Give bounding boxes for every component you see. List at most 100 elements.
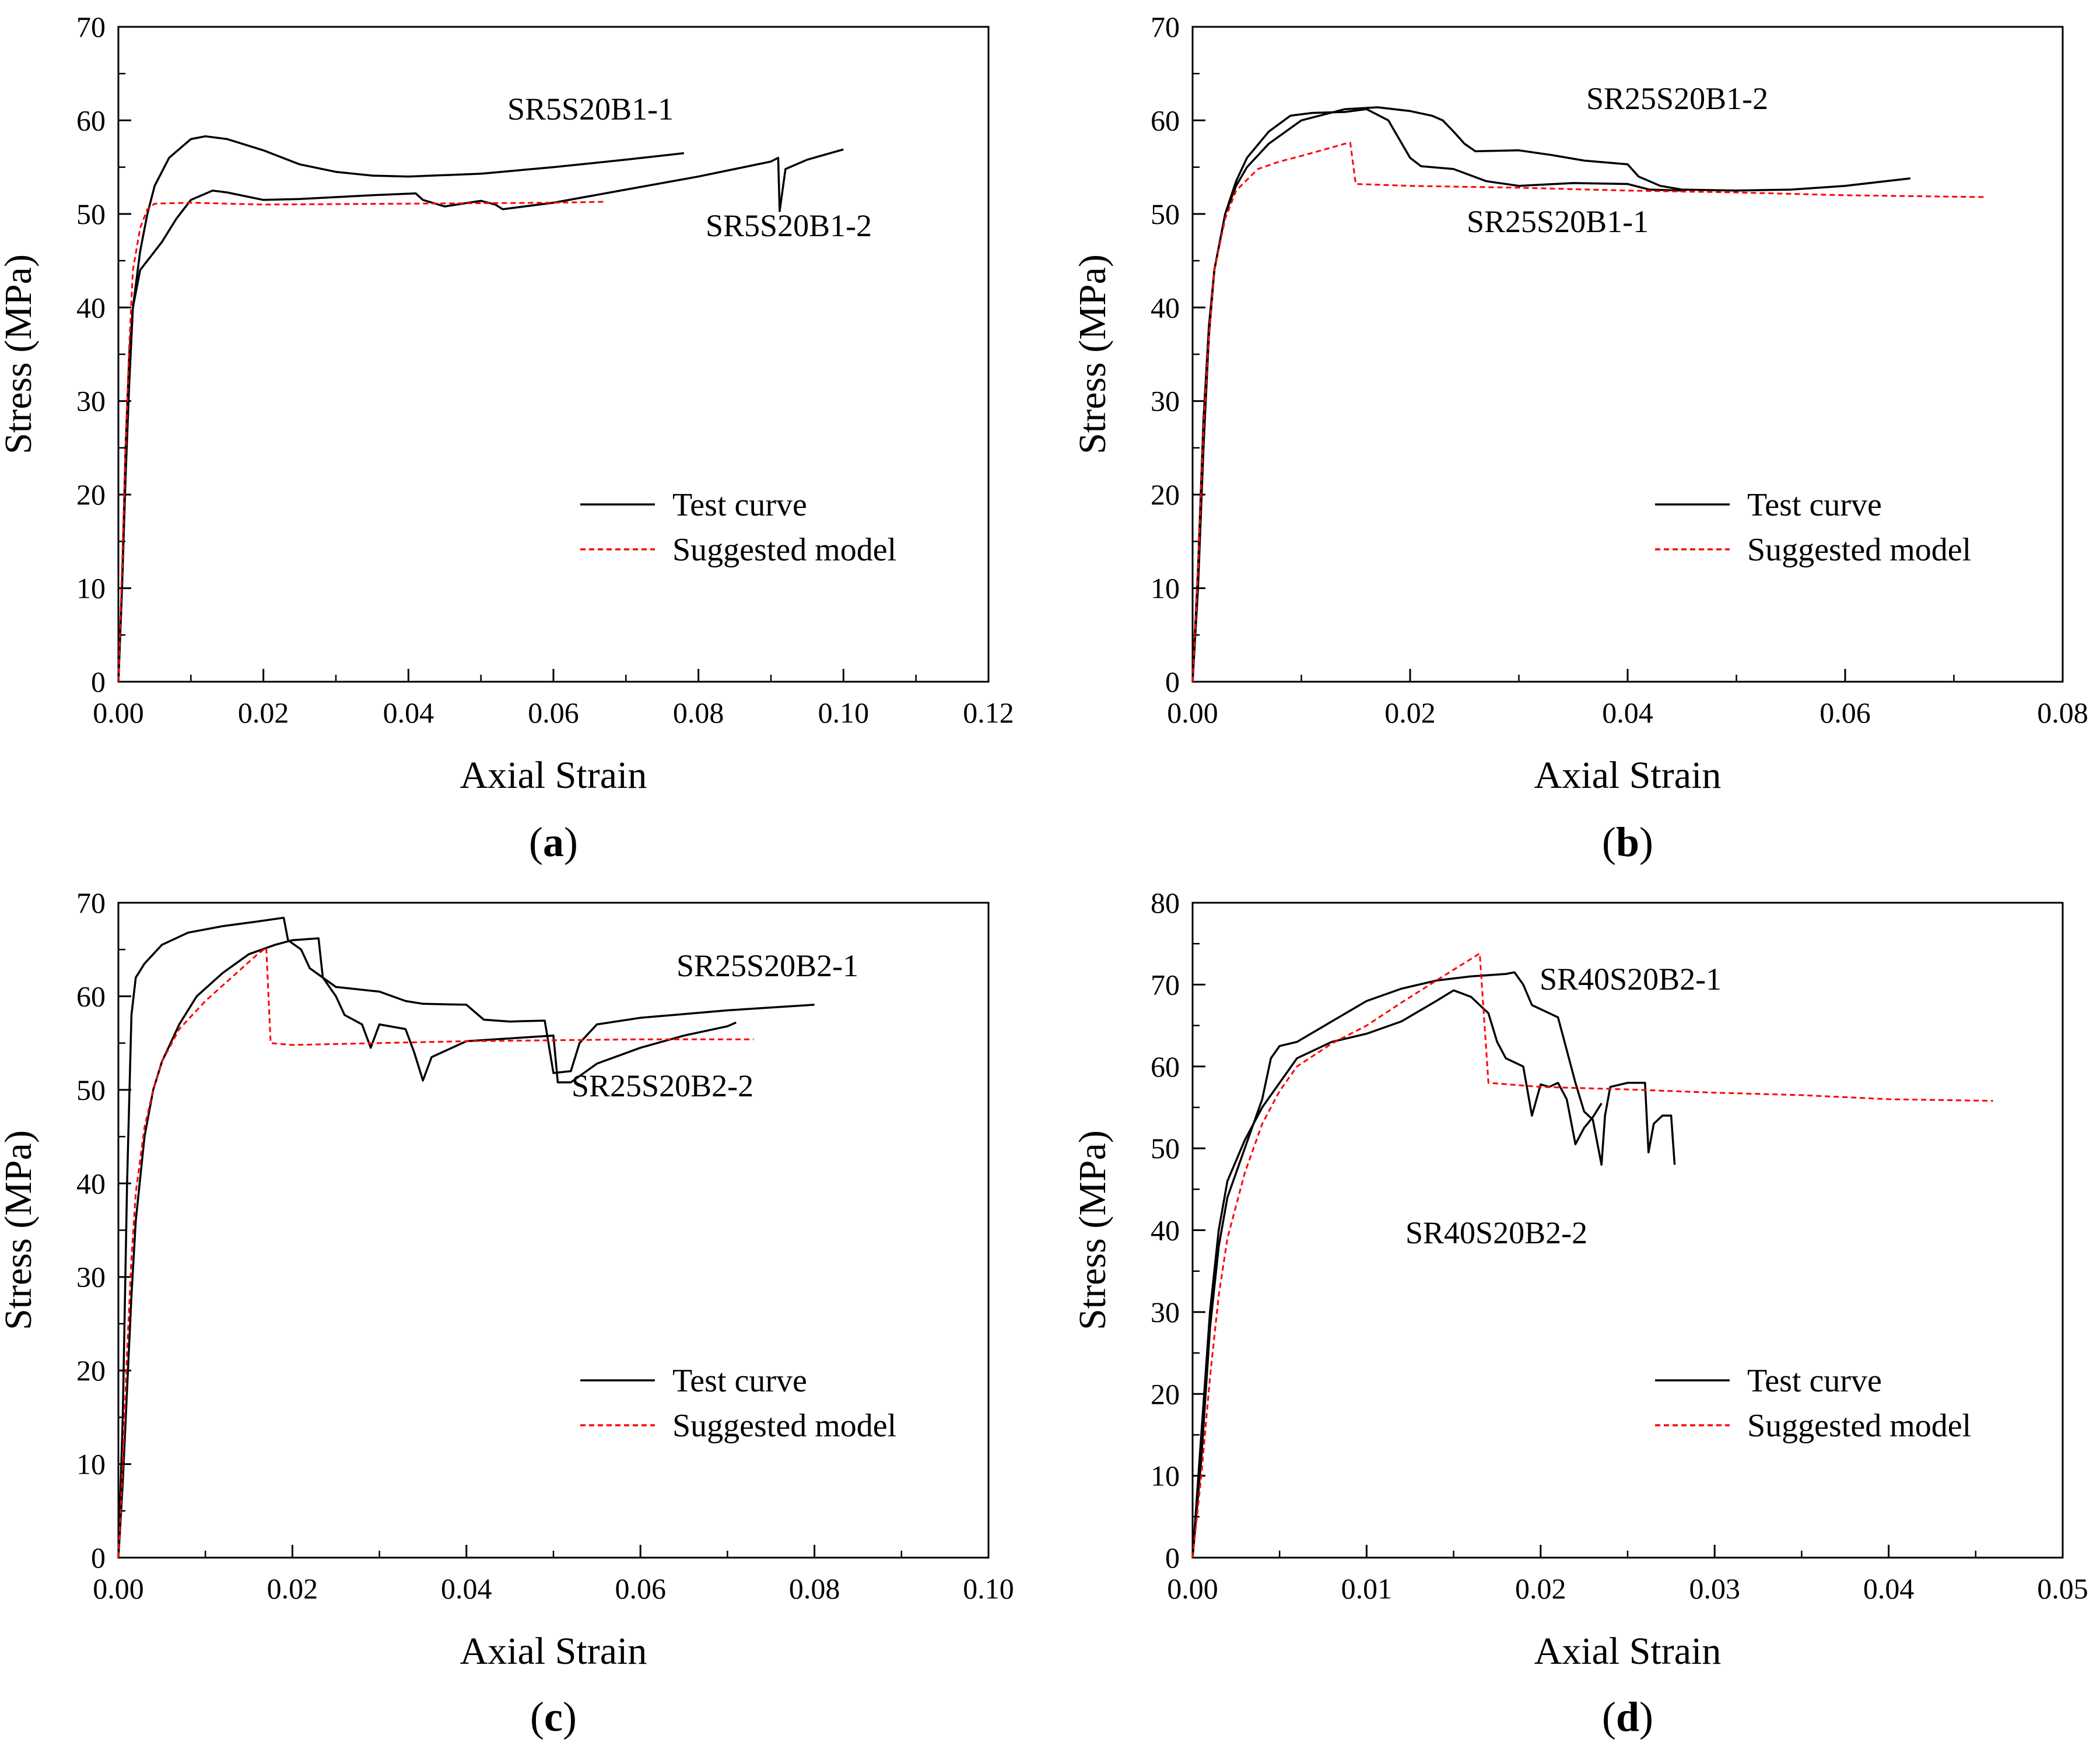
curve-annotation: SR5S20B1-2 [706,208,872,243]
y-tick-label: 20 [1151,1377,1180,1410]
x-tick-label: 0.00 [1167,696,1218,729]
y-tick-label: 40 [1151,1214,1180,1247]
y-tick-label: 30 [76,1261,106,1293]
series-line-sr40s20b2-1 [1191,971,1676,1558]
y-axis-title: Stress (MPa) [0,1130,40,1330]
x-tick-label: 0.04 [441,1572,492,1605]
x-tick-label: 0.08 [2037,696,2088,729]
x-tick-label: 0.00 [1167,1572,1218,1605]
legend-label: Test curve [672,1363,807,1399]
x-tick-label: 0.08 [789,1572,840,1605]
y-tick-label: 10 [76,1448,106,1481]
x-tick-label: 0.02 [1515,1572,1566,1605]
chart-panel-b: 0.00 0.02 0.04 0.06 0.08 0 10 20 30 40 50 60 70 Axial… [1071,10,2088,865]
legend-label: Suggested model [1747,1408,1971,1444]
x-tick-label: 0.05 [2037,1572,2088,1605]
x-tick-label: 0.04 [383,696,434,729]
y-tick-label: 0 [91,1541,106,1574]
x-tick-label: 0.10 [818,696,870,729]
y-tick-label: 40 [76,1167,106,1200]
y-tick-label: 60 [1151,104,1180,136]
y-tick-label: 10 [1151,572,1180,605]
x-tick-label: 0.02 [1384,696,1436,729]
y-tick-label: 60 [76,980,106,1012]
y-tick-label: 0 [91,665,106,698]
x-tick-label: 0.06 [1819,696,1871,729]
y-axis-title: Stress (MPa) [1071,1130,1114,1330]
curve-annotation: SR5S20B1-1 [507,92,674,127]
y-tick-label: 40 [76,291,106,324]
y-tick-label: 30 [1151,1296,1180,1328]
x-tick-label: 0.06 [528,696,579,729]
x-axis-title: Axial Strain [460,1630,647,1673]
x-tick-label: 0.03 [1689,1572,1740,1605]
y-tick-label: 40 [1151,291,1180,324]
legend-label: Test curve [672,487,807,523]
y-tick-label: 10 [1151,1460,1180,1492]
panel-caption: (b) [1602,819,1653,865]
y-tick-label: 0 [1165,1541,1180,1574]
x-axis-title: Axial Strain [460,754,647,797]
legend: Test curve Suggested model [1655,1363,1971,1444]
panel-caption: (d) [1602,1694,1653,1740]
panel-caption: (c) [530,1694,577,1740]
y-tick-label: 70 [76,10,106,43]
curve-annotation: SR25S20B2-1 [676,948,858,983]
series-line-suggested-model [117,946,754,1558]
curve-annotation: SR25S20B1-1 [1467,204,1649,239]
y-axis-title: Stress (MPa) [0,254,40,454]
curve-annotation: SR25S20B2-2 [572,1068,753,1103]
legend-label: Suggested model [1747,532,1971,568]
plot-frame [117,902,990,1559]
x-tick-label: 0.10 [963,1572,1014,1605]
series-line-sr25s20b1-1 [1191,108,1682,682]
legend-label: Test curve [1747,487,1882,523]
series-line-sr25s20b2-1 [117,916,815,1558]
y-axis-title: Stress (MPa) [1071,254,1114,454]
x-tick-label: 0.02 [267,1572,318,1605]
y-tick-label: 20 [76,478,106,511]
legend: Test curve Suggested model [1655,487,1971,568]
y-tick-label: 60 [76,104,106,136]
y-tick-label: 30 [1151,385,1180,418]
x-tick-label: 0.00 [93,696,144,729]
series-line-sr40s20b2-2 [1191,989,1603,1558]
y-tick-label: 30 [76,385,106,418]
series-line-suggested-model [1191,952,1993,1558]
x-tick-label: 0.00 [93,1572,144,1605]
curve-annotation: SR40S20B2-2 [1405,1215,1587,1250]
legend-label: Suggested model [672,1408,896,1444]
y-tick-label: 70 [76,886,106,919]
x-tick-label: 0.12 [963,696,1014,729]
y-tick-label: 50 [1151,198,1180,230]
x-tick-label: 0.04 [1863,1572,1915,1605]
y-tick-label: 50 [1151,1132,1180,1165]
chart-panel-a: 0.00 0.02 0.04 0.06 0.08 0.10 0.12 0 10 20 30 40 50 6… [0,10,1014,865]
chart-panel-d: 0.00 0.01 0.02 0.03 0.04 0.05 0 10 20 30 40 50 60 70 8… [1071,886,2088,1740]
y-tick-label: 70 [1151,10,1180,43]
x-axis-title: Axial Strain [1534,1630,1722,1673]
y-tick-label: 60 [1151,1050,1180,1083]
legend-label: Suggested model [672,532,896,568]
curve-annotation: SR40S20B2-1 [1540,962,1722,997]
series-line-sr5s20b1-2 [117,148,844,682]
curve-annotation: SR25S20B1-2 [1586,81,1768,116]
y-tick-label: 50 [76,198,106,230]
y-tick-label: 80 [1151,886,1180,919]
series-line-sr5s20b1-1 [117,135,684,682]
y-tick-label: 70 [1151,968,1180,1001]
legend-label: Test curve [1747,1363,1882,1399]
plot-frame [1191,26,2064,683]
y-tick-label: 20 [76,1354,106,1387]
series-line-sr25s20b2-2 [117,937,737,1558]
y-tick-label: 20 [1151,478,1180,511]
panel-caption: (a) [529,819,578,865]
series-line-suggested-model [1191,142,1987,682]
x-tick-label: 0.08 [673,696,724,729]
y-tick-label: 0 [1165,665,1180,698]
y-tick-label: 10 [76,572,106,605]
chart-panel-c: 0.00 0.02 0.04 0.06 0.08 0.10 0 10 20 30 40 50 60 70 A… [0,886,1014,1740]
x-tick-label: 0.01 [1341,1572,1393,1605]
series-line-suggested-model [117,201,605,682]
